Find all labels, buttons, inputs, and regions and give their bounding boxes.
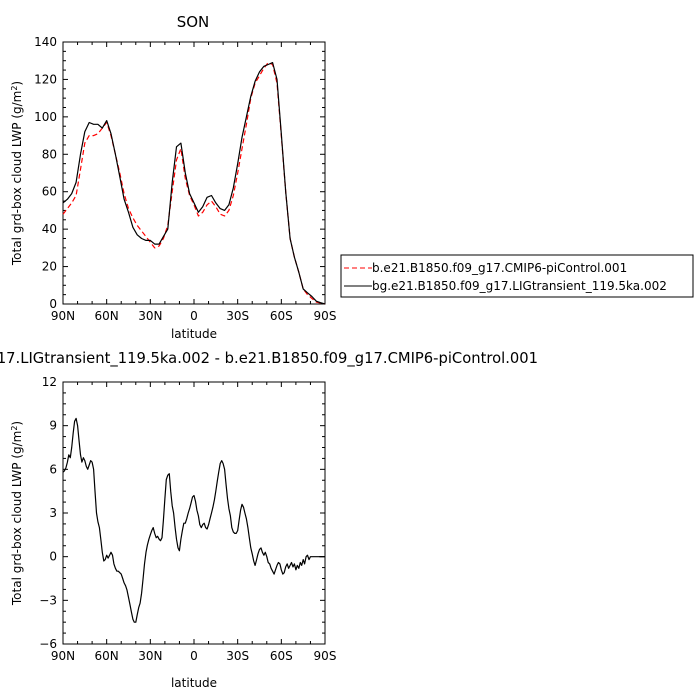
top-tick-labels: 90N 60N 30N 0 30S 60S 90S 0 20 40 60 80 100 120 140 [34,35,336,323]
legend-label-control: b.e21.B1850.f09_g17.CMIP6-piControl.001 [372,261,627,275]
y-tick-label: 0 [49,297,57,311]
y-tick-label: 80 [42,147,57,161]
x-tick-label: 60S [270,309,293,323]
bottom-y-axis-label: Total grd-box cloud LWP (g/m2) [10,421,24,606]
top-y-axis-label-main: Total grd-box cloud LWP (g/m [10,91,24,266]
legend: b.e21.B1850.f09_g17.CMIP6-piControl.001 … [340,254,694,298]
y-tick-label: 100 [34,110,57,124]
bottom-y-axis-label-close: ) [10,421,24,426]
x-tick-label: 60N [95,309,119,323]
top-panel: SON 90N 60N 30N 0 30S 60S 90S 0 20 40 60 80 100 120 14… [10,13,694,341]
bottom-series-group [62,417,325,623]
top-y-axis-label-close: ) [10,81,24,86]
x-tick-label: 60S [270,649,293,663]
y-tick-label: 12 [42,375,57,389]
x-tick-label: 30S [226,309,249,323]
y-tick-label: 9 [49,419,57,433]
y-tick-label: 3 [49,506,57,520]
y-tick-label: 140 [34,35,57,49]
x-tick-label: 30S [226,649,249,663]
series-line-difference [62,417,325,623]
top-plot-frame [62,41,326,305]
x-tick-label: 60N [95,649,119,663]
legend-box [340,254,694,298]
bottom-tick-marks [62,381,326,645]
y-tick-label: 40 [42,222,57,236]
bottom-plot-frame [62,381,326,645]
top-panel-title: SON [177,13,210,31]
bottom-panel-title: bg.e21.B1850.f09_g17.LIGtransient_119.5k… [0,349,538,368]
bottom-y-axis-label-sup: 2 [10,426,19,431]
top-x-axis-label: latitude [171,327,217,341]
top-tick-marks [62,41,326,305]
bottom-tick-labels: 90N 60N 30N 0 30S 60S 90S −6 −3 0 3 6 9 12 [39,375,336,663]
top-y-axis-label: Total grd-box cloud LWP (g/m2) [10,81,24,266]
bottom-x-axis-label: latitude [171,676,217,690]
y-tick-label: 60 [42,185,57,199]
series-line-bg-e21-b1850-f09-g17-ligtransient-119-5ka-002 [62,61,326,305]
y-tick-label: 0 [49,550,57,564]
x-tick-label: 30N [138,309,162,323]
x-tick-label: 90S [314,309,337,323]
y-tick-label: 20 [42,260,57,274]
y-tick-label: 120 [34,72,57,86]
y-tick-label: −6 [39,637,57,651]
x-tick-label: 90N [51,309,75,323]
y-tick-label: 6 [49,462,57,476]
x-tick-label: 0 [190,309,198,323]
x-tick-label: 90S [314,649,337,663]
x-tick-label: 90N [51,649,75,663]
top-y-axis-label-sup: 2 [10,86,19,91]
bottom-panel: bg.e21.B1850.f09_g17.LIGtransient_119.5k… [0,349,538,690]
y-tick-label: −3 [39,593,57,607]
top-series-group [62,61,326,305]
x-tick-label: 0 [190,649,198,663]
series-line-b-e21-b1850-f09-g17-cmip6-picontrol-001 [62,61,326,305]
bottom-y-axis-label-main: Total grd-box cloud LWP (g/m [10,431,24,606]
legend-label-lig: bg.e21.B1850.f09_g17.LIGtransient_119.5k… [372,279,667,293]
x-tick-label: 30N [138,649,162,663]
